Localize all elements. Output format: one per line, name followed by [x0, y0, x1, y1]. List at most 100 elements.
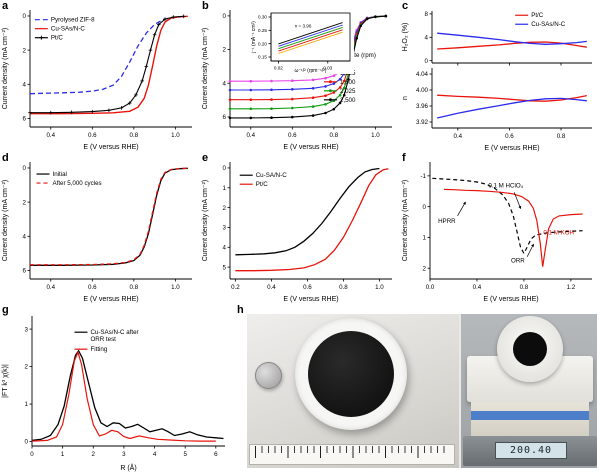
svg-text:ORR: ORR [511, 258, 525, 265]
svg-text:E (V versus RHE): E (V versus RHE) [483, 296, 538, 303]
svg-text:3.92: 3.92 [416, 119, 429, 126]
svg-text:0.6: 0.6 [288, 132, 297, 139]
svg-text:0: 0 [23, 13, 27, 20]
svg-text:0.6: 0.6 [303, 284, 312, 291]
svg-text:Current density (mA cm⁻²): Current density (mA cm⁻²) [202, 28, 209, 110]
svg-text:Fitting: Fitting [90, 346, 107, 353]
svg-text:Cu-SAs/N-C: Cu-SAs/N-C [531, 21, 566, 28]
svg-text:0.02: 0.02 [274, 66, 283, 71]
chart-koutecky-levich-inset: 0.02 0.03 0.15 0.20 0.25 0.30 ω⁻¹/² (rpm⁻¹/²) j… [250, 10, 354, 74]
svg-text:Current density (mA cm⁻²): Current density (mA cm⁻²) [2, 180, 9, 262]
svg-text:1.0: 1.0 [171, 284, 180, 291]
taped-box [471, 402, 589, 436]
svg-text:3.96: 3.96 [416, 103, 429, 110]
svg-text:0.4: 0.4 [246, 132, 255, 139]
svg-text:0.6: 0.6 [88, 284, 97, 291]
ruler [249, 444, 455, 465]
svg-text:0: 0 [30, 451, 34, 458]
svg-text:0.8: 0.8 [557, 133, 566, 140]
svg-text:0: 0 [425, 58, 429, 65]
panel-a: a 0.4 0.6 0.8 1.0 0 2 4 6 E (V versus RHE) Curren… [0, 0, 200, 152]
panel-label-d: d [2, 152, 9, 164]
panel-c: c 0 4 8 H₂O₂ (%) Pt/C Cu-SAs/N-C 0.4 0.6 0.8 3.9… [400, 0, 600, 152]
panel-label-f: f [402, 152, 406, 164]
svg-text:Pt/C: Pt/C [51, 35, 64, 42]
chart-durability-cycles: 0.4 0.6 0.8 1.0 0 2 4 6 E (V versus RHE) Current … [2, 162, 192, 303]
svg-text:4: 4 [23, 233, 27, 240]
panel-f: f 0.0 0.4 0.8 1.2 -1 0 1 2 E (V versus RHE) Curre… [400, 152, 600, 304]
svg-text:8: 8 [425, 11, 429, 18]
photo-experiment: 200.40 [247, 314, 597, 468]
svg-text:1: 1 [25, 401, 29, 408]
svg-text:0.4: 0.4 [473, 284, 482, 291]
petri-dish [295, 318, 407, 430]
svg-text:ORR test: ORR test [90, 336, 116, 343]
svg-text:1.0: 1.0 [371, 132, 380, 139]
svg-text:0.8: 0.8 [130, 132, 139, 139]
catalyst-powder-small [513, 332, 547, 366]
svg-text:0.4: 0.4 [267, 284, 276, 291]
svg-text:0: 0 [25, 439, 29, 446]
svg-text:0: 0 [423, 204, 427, 211]
svg-text:Pyrolysed ZIF-8: Pyrolysed ZIF-8 [51, 17, 95, 24]
svg-text:4.04: 4.04 [416, 71, 429, 78]
chart-orr-polarization: 0.4 0.6 0.8 1.0 0 2 4 6 E (V versus RHE) Current … [2, 10, 192, 151]
svg-text:0.8: 0.8 [339, 284, 348, 291]
svg-text:2: 2 [23, 47, 27, 54]
svg-text:E (V versus RHE): E (V versus RHE) [283, 296, 338, 303]
blue-tape [471, 411, 589, 420]
svg-text:1.0: 1.0 [171, 132, 180, 139]
svg-text:1,600: 1,600 [340, 79, 356, 86]
svg-text:H₂O₂ (%): H₂O₂ (%) [402, 23, 409, 52]
svg-text:0.1 M HClO₄: 0.1 M HClO₄ [488, 183, 523, 190]
svg-text:R (Å): R (Å) [120, 463, 136, 472]
svg-text:0: 0 [223, 165, 227, 172]
svg-text:3: 3 [122, 451, 126, 458]
svg-text:3: 3 [25, 326, 29, 333]
photo-left-scene [247, 314, 459, 468]
svg-text:2: 2 [92, 451, 96, 458]
svg-text:Initial: Initial [52, 171, 66, 178]
balance-display: 200.40 [495, 442, 567, 459]
svg-text:1.2: 1.2 [567, 284, 576, 291]
svg-text:0.2: 0.2 [231, 284, 240, 291]
svg-text:0: 0 [23, 165, 27, 172]
svg-text:0.4: 0.4 [454, 133, 463, 140]
svg-text:n: n [402, 96, 409, 100]
photo-right-scene: 200.40 [459, 314, 597, 468]
svg-text:1: 1 [61, 451, 65, 458]
svg-text:0.6: 0.6 [88, 132, 97, 139]
svg-text:4: 4 [223, 80, 227, 87]
svg-text:4: 4 [425, 34, 429, 41]
panel-b: b 0.4 0.6 0.8 1.0 0 2 4 6 E (V versus RHE) Curren… [200, 0, 400, 152]
svg-text:0.1 M KOH: 0.1 M KOH [543, 230, 574, 237]
svg-text:Pt/C: Pt/C [531, 12, 544, 19]
svg-text:Cu-SAs/N-C: Cu-SAs/N-C [51, 26, 86, 33]
panel-label-a: a [2, 0, 9, 12]
svg-text:2: 2 [23, 199, 27, 206]
svg-text:6: 6 [214, 451, 218, 458]
svg-text:0.8: 0.8 [330, 132, 339, 139]
coin [255, 362, 282, 389]
svg-text:4: 4 [153, 451, 157, 458]
svg-text:0.0: 0.0 [426, 284, 435, 291]
svg-text:3: 3 [223, 225, 227, 232]
svg-text:0.8: 0.8 [520, 284, 529, 291]
svg-text:2,500: 2,500 [340, 97, 356, 104]
balance-reading: 200.40 [509, 445, 553, 456]
svg-text:1.0: 1.0 [375, 284, 384, 291]
svg-text:4: 4 [223, 244, 227, 251]
svg-text:E (V versus RHE): E (V versus RHE) [83, 296, 138, 303]
catalyst-powder [308, 331, 394, 417]
panel-label-g: g [2, 304, 9, 316]
panel-h: h 200.40 [235, 304, 600, 476]
svg-text:0.15: 0.15 [258, 55, 267, 60]
svg-text:Current density (mA cm⁻²): Current density (mA cm⁻²) [202, 180, 209, 262]
svg-text:n = 3.96: n = 3.96 [295, 23, 312, 28]
svg-text:1: 1 [223, 185, 227, 192]
svg-text:|FT k³ χ(k)|: |FT k³ χ(k)| [2, 364, 9, 398]
svg-text:Cu-SAs/N-C after: Cu-SAs/N-C after [90, 329, 138, 336]
svg-text:0.4: 0.4 [46, 284, 55, 291]
svg-text:6: 6 [23, 268, 27, 275]
